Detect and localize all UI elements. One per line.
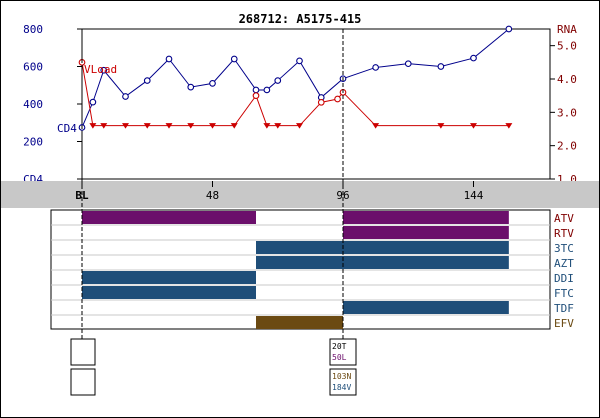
- mutation-box: [329, 368, 357, 396]
- visit-markers: [81, 29, 344, 341]
- data-point: [263, 86, 271, 94]
- data-point: [404, 60, 412, 68]
- drug-bar: [343, 301, 509, 314]
- data-point: [296, 57, 303, 65]
- data-point: [470, 123, 477, 129]
- right-axis: 1.02.03.04.05.0: [550, 40, 577, 186]
- series-line: [81, 28, 510, 128]
- data-point: [230, 123, 238, 129]
- x-tick-label: BL: [75, 189, 89, 202]
- drug-label: RTV: [554, 227, 574, 240]
- data-point: [100, 66, 108, 74]
- series-line: [81, 62, 509, 127]
- data-point: [89, 123, 97, 129]
- data-point: [372, 64, 379, 71]
- drug-bar: [343, 226, 509, 239]
- drug-label: 3TC: [554, 242, 574, 255]
- drug-bar: [82, 271, 256, 284]
- data-point: [209, 80, 216, 87]
- drug-label: ATV: [554, 212, 574, 225]
- mutation-text: 103N: [332, 372, 351, 381]
- series-label-cd4: CD4: [57, 122, 77, 135]
- x-tick-label: 96: [336, 189, 349, 202]
- x-tick-label: 48: [206, 189, 219, 202]
- data-point: [252, 86, 260, 94]
- data-point: [122, 93, 129, 100]
- data-point: [89, 98, 97, 106]
- series-lines: [81, 28, 510, 128]
- mutation-text: 184V: [332, 383, 351, 392]
- left-axis: CD4 200 400 600 800: [23, 23, 82, 186]
- right-tick-label: 4.0: [557, 73, 577, 86]
- mutation-box: [70, 368, 96, 396]
- chart-title: 268712: A5175-415: [239, 12, 362, 26]
- data-point: [505, 123, 513, 129]
- data-point: [470, 54, 477, 62]
- series-label-vload: VLoad: [84, 63, 117, 76]
- drug-bar: [256, 241, 509, 254]
- drug-grid: [51, 224, 550, 316]
- data-point: [274, 123, 282, 129]
- data-point: [437, 123, 445, 129]
- mutation-text: 20T: [332, 342, 347, 351]
- mutation-text: 50L: [332, 353, 347, 362]
- right-axis-label: RNA: [557, 23, 577, 36]
- data-point: [274, 77, 282, 84]
- series-labels: VLoad CD4: [57, 63, 117, 135]
- left-tick-label: 400: [23, 98, 43, 111]
- drug-label: FTC: [554, 287, 574, 300]
- x-axis-band: [1, 181, 599, 208]
- data-point: [187, 123, 195, 129]
- left-tick-label: 200: [23, 136, 43, 149]
- data-point: [334, 95, 341, 103]
- left-tick-label: 800: [23, 23, 43, 36]
- mutation-boxes: 20T 50L 103N 184V: [70, 338, 357, 396]
- drug-label: AZT: [554, 257, 574, 270]
- data-point: [122, 123, 129, 129]
- drug-label: TDF: [554, 302, 574, 315]
- drug-bar: [82, 211, 256, 224]
- x-axis: BL 48 96 144: [75, 181, 484, 202]
- data-point: [165, 55, 173, 63]
- data-point: [437, 63, 445, 70]
- data-point: [263, 123, 271, 129]
- data-point: [317, 98, 325, 106]
- right-tick-label: 5.0: [557, 40, 577, 53]
- data-point: [296, 123, 303, 129]
- right-tick-label: 2.0: [557, 140, 577, 153]
- data-point: [143, 123, 151, 129]
- data-point: [209, 123, 216, 129]
- drug-bars: [82, 211, 509, 329]
- left-tick-label: 600: [23, 61, 43, 74]
- data-point: [143, 77, 151, 84]
- drug-label: DDI: [554, 272, 574, 285]
- plot-area: [81, 28, 551, 180]
- drug-bar: [82, 286, 256, 299]
- x-tick-label: 144: [464, 189, 484, 202]
- drug-bar: [256, 316, 343, 329]
- series-markers: [78, 25, 513, 131]
- drug-labels: ATV RTV 3TC AZT DDI FTC TDF EFV: [554, 212, 574, 330]
- data-point: [252, 92, 260, 100]
- drug-bar: [343, 211, 509, 224]
- data-point: [505, 25, 513, 33]
- data-point: [230, 55, 238, 63]
- data-point: [372, 123, 380, 129]
- data-point: [100, 123, 108, 129]
- drug-label: EFV: [554, 317, 574, 330]
- data-point: [187, 83, 195, 91]
- mutation-box: [70, 338, 96, 366]
- data-point: [165, 123, 173, 129]
- mutation-box: [329, 338, 357, 366]
- right-tick-label: 3.0: [557, 106, 577, 119]
- drug-bar: [256, 256, 509, 269]
